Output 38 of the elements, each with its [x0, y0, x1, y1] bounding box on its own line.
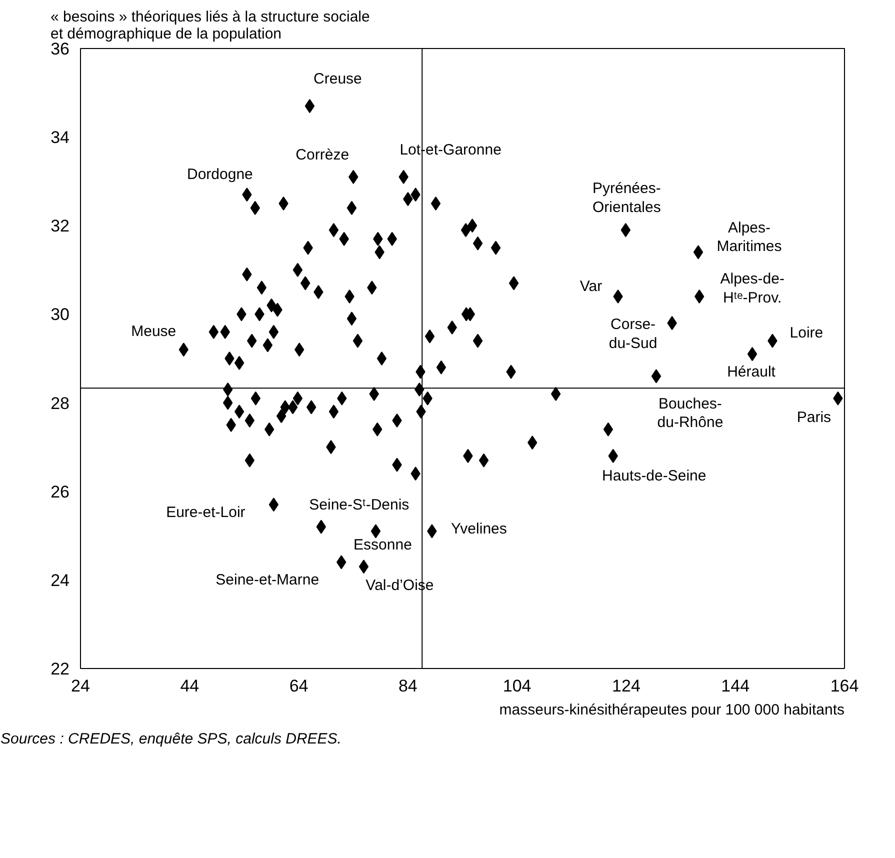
- annotation: Eure-et-Loir: [166, 504, 246, 522]
- annotation: Dordogne: [187, 166, 253, 184]
- source-note: Sources : CREDES, enquête SPS, calculs DREES.: [0, 730, 342, 748]
- x-tick-label: 144: [721, 676, 750, 696]
- y-tick-label: 32: [50, 216, 70, 236]
- annotation: Hérault: [727, 364, 776, 381]
- annotation: Corrèze: [296, 146, 350, 164]
- annotation: Corse- du-Sud: [608, 316, 658, 352]
- y-tick-label: 28: [50, 394, 70, 413]
- y-tick-label: 36: [50, 40, 70, 58]
- annotation: Alpes- Maritimes: [716, 219, 782, 256]
- annotation: Bouches- du-Rhône: [657, 395, 724, 432]
- x-tick-label: 104: [502, 676, 532, 696]
- y-tick-label: 22: [50, 660, 70, 678]
- annotation: Meuse: [131, 323, 176, 340]
- annotation: Seine-et-Marne: [216, 572, 320, 589]
- annotation: Hauts-de-Seine: [602, 467, 706, 484]
- annotation: Essonne: [354, 536, 412, 554]
- x-tick-label: 84: [398, 676, 418, 696]
- x-tick-label: 124: [612, 676, 640, 696]
- annotation: Seine-Sᵗ-Denis: [309, 496, 410, 514]
- x-tick-label: 24: [71, 676, 90, 696]
- annotation: Yvelines: [451, 520, 507, 538]
- x-axis-title: masseurs-kinésithérapeutes pour 100 000 habitants: [499, 702, 845, 718]
- y-tick-label: 30: [50, 305, 70, 324]
- annotation: Alpes-de- Hᵗᵉ-Prov.: [720, 270, 784, 306]
- y-tick-label: 24: [50, 570, 70, 590]
- y-tick-label: 34: [50, 128, 70, 148]
- annotation: Pyrénées- Orientales: [592, 180, 661, 216]
- annotation: Paris: [796, 408, 832, 426]
- x-tick-label: 64: [289, 676, 308, 696]
- x-tick-label: 164: [830, 676, 859, 696]
- annotation: Loire: [790, 324, 824, 342]
- x-tick-label: 44: [180, 676, 200, 696]
- y-tick-label: 26: [50, 482, 70, 502]
- y-axis-title: « besoins » théoriques liés à la structure sociale et démographique de la population: [50, 8, 370, 42]
- annotation: Creuse: [314, 70, 362, 88]
- annotation: Var: [580, 278, 602, 295]
